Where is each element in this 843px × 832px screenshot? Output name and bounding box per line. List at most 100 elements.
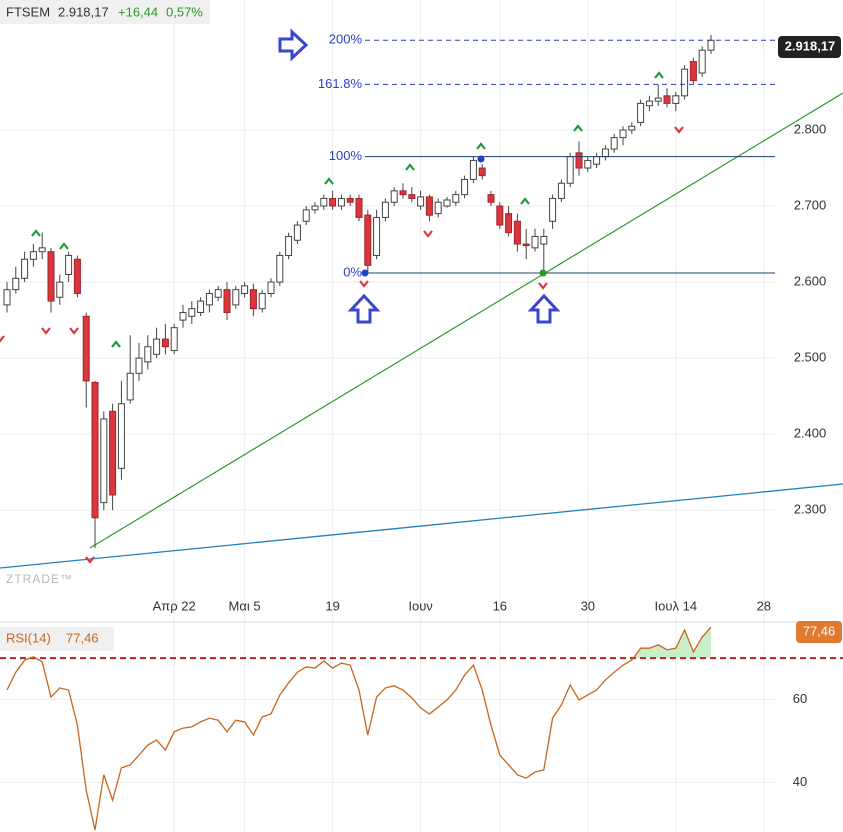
candle-body — [197, 300, 205, 313]
x-tick-label: Ιουν — [408, 598, 432, 613]
candle-body — [126, 372, 134, 401]
candle-body — [65, 254, 73, 275]
candle-body — [619, 129, 627, 139]
candle-body — [276, 254, 284, 283]
candle-body — [390, 190, 398, 203]
y-tick-label: 2.300 — [794, 502, 827, 517]
pivot-dot — [477, 155, 485, 163]
candle-body — [593, 156, 601, 165]
candle-body — [469, 159, 477, 180]
candle-body — [188, 308, 196, 317]
candle-body — [628, 125, 636, 131]
candle-body — [637, 102, 645, 123]
signal-down — [674, 126, 684, 134]
signal-up — [111, 340, 121, 348]
rsi-label-box — [0, 627, 114, 651]
y-tick-label: 40 — [793, 774, 807, 789]
pivot-dot — [361, 269, 369, 277]
candle-body — [153, 338, 161, 355]
candle-body — [293, 224, 301, 241]
header-box — [0, 0, 210, 24]
candle-body — [249, 289, 257, 310]
signal-up — [59, 242, 69, 250]
x-tick-label: 28 — [757, 598, 771, 613]
candle-body — [531, 235, 539, 249]
candle-body — [241, 285, 249, 294]
candle-body — [161, 338, 169, 348]
x-tick-label: 16 — [493, 598, 507, 613]
y-tick-label: 2.700 — [794, 197, 827, 212]
candle-body — [505, 213, 513, 234]
candle-body — [267, 281, 275, 294]
candle-body — [417, 196, 425, 207]
watermark: ZTRADE™ — [6, 572, 73, 586]
x-tick-label: 30 — [581, 598, 595, 613]
price-badge-label: 2.918,17 — [785, 38, 836, 53]
candle-body — [56, 281, 64, 298]
candle-body — [707, 39, 715, 51]
candle-body — [496, 205, 504, 226]
candle-body — [522, 243, 530, 247]
candle-body — [461, 178, 469, 196]
candle-body — [302, 209, 310, 222]
x-tick-label: Ιουλ 14 — [655, 598, 698, 613]
candle-body — [82, 315, 90, 382]
plot: 2.300 2.400 2.500 2.600 2.700 2.800 Απρ 22 Μαι … — [0, 32, 843, 831]
fib-label: 0% — [343, 264, 362, 279]
candle-body — [355, 197, 363, 218]
signal-up — [476, 142, 486, 150]
signal-down — [359, 280, 369, 288]
candle-body — [311, 205, 319, 211]
candle-body — [557, 182, 565, 199]
x-tick-label: Απρ 22 — [153, 598, 196, 613]
arrow — [278, 28, 309, 62]
candle-body — [645, 100, 653, 107]
signal-down — [538, 282, 548, 290]
candle-body — [434, 201, 442, 215]
x-tick-label: Μαι 5 — [229, 598, 261, 613]
candle-body — [346, 197, 354, 203]
rsi-badge-label: 77,46 — [803, 623, 836, 638]
candle-body — [21, 258, 29, 279]
candle-body — [540, 235, 548, 245]
candle-body — [663, 95, 671, 104]
candle-body — [610, 137, 618, 150]
signal-down — [0, 335, 5, 343]
rsi-line — [6, 626, 712, 831]
signal-up — [405, 163, 415, 171]
fib-label: 100% — [329, 148, 363, 163]
candle-body — [12, 277, 20, 291]
signal-up — [520, 197, 530, 205]
candle-body — [47, 251, 55, 302]
y-tick-label: 2.800 — [794, 121, 827, 136]
change: +16,44 — [118, 4, 158, 19]
change-pct: 0,57% — [166, 4, 203, 19]
candle-body — [452, 194, 460, 203]
signal-down — [85, 556, 95, 564]
arrow — [527, 293, 561, 324]
candle-body — [223, 289, 231, 313]
candle-body — [549, 197, 557, 222]
candle-body — [320, 197, 328, 207]
candle-body — [109, 410, 117, 496]
signal-up — [31, 229, 41, 237]
candle-body — [38, 247, 46, 253]
candle-body — [337, 197, 345, 207]
candle-body — [373, 216, 381, 256]
y-tick-label: 60 — [793, 691, 807, 706]
candle-body — [3, 289, 11, 306]
candle-body — [689, 61, 697, 82]
candle-body — [258, 292, 266, 310]
y-tick-label: 2.500 — [794, 350, 827, 365]
rsi-value: 77,46 — [66, 630, 99, 645]
signal-up — [324, 177, 334, 185]
candle-body — [408, 194, 416, 199]
candle-body — [100, 418, 108, 504]
signal-down — [41, 327, 51, 335]
fib-label: 200% — [329, 32, 363, 47]
x-tick-label: 19 — [325, 598, 339, 613]
candle-body — [73, 258, 81, 294]
candle-body — [170, 327, 178, 352]
